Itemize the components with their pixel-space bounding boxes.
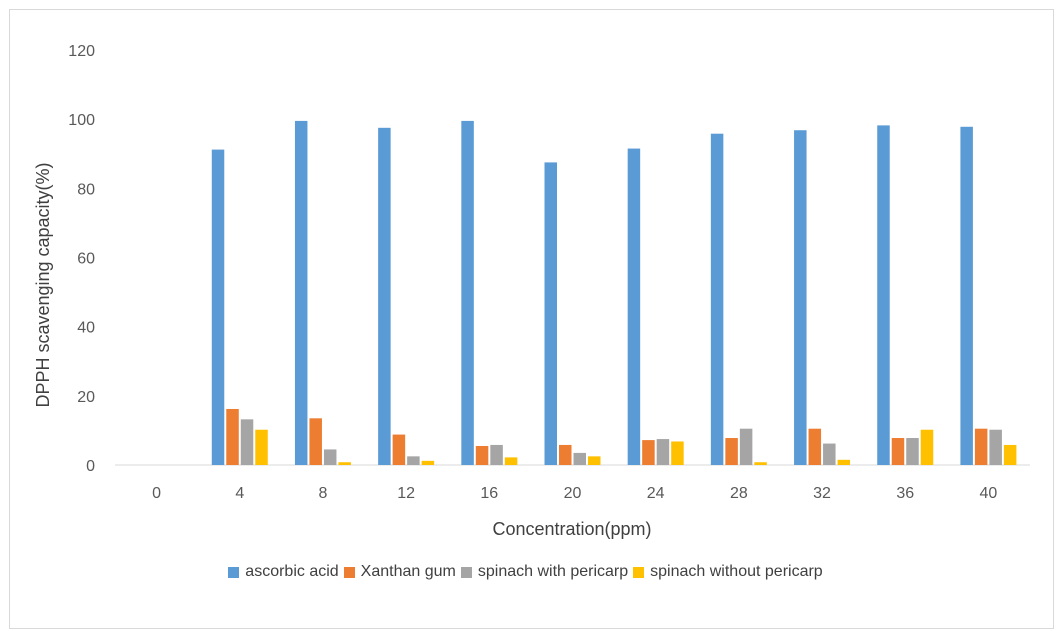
bar: [211, 149, 225, 465]
y-tick-label: 0: [86, 458, 95, 475]
y-tick-label: 40: [77, 320, 95, 337]
bar: [794, 130, 807, 466]
bar: [407, 456, 420, 465]
bar: [837, 459, 851, 465]
legend-swatch: [633, 566, 645, 578]
y-tick-label: 80: [77, 181, 95, 198]
bar: [671, 441, 684, 465]
x-tick-label: 16: [480, 485, 498, 502]
bar: [323, 449, 337, 465]
legend-item: spinach without pericarp: [633, 563, 823, 581]
bars: [211, 120, 1017, 466]
legend-label: spinach with pericarp: [477, 563, 629, 580]
legend-swatch: [343, 566, 355, 578]
bar: [573, 452, 586, 465]
bar: [906, 438, 919, 465]
y-axis-ticks: 0 20 40 60 80 100 120: [68, 43, 95, 475]
bar: [294, 120, 308, 466]
legend-swatch: [228, 566, 240, 578]
x-axis-title: Concentration(ppm): [492, 519, 651, 539]
bar: [240, 419, 254, 465]
bar: [378, 127, 391, 465]
bar: [255, 429, 268, 465]
bar: [504, 457, 518, 465]
legend-item: spinach with pericarp: [460, 563, 629, 581]
bar: [338, 462, 351, 465]
bar: [656, 439, 670, 465]
bar: [739, 428, 753, 465]
bar: [490, 444, 503, 465]
bar: [588, 456, 601, 465]
legend-label: spinach without pericarp: [650, 563, 823, 580]
y-axis-title: DPPH scavenging capacity(%): [33, 162, 53, 407]
bar: [392, 434, 406, 465]
x-tick-label: 36: [896, 485, 914, 502]
bar: [309, 418, 322, 465]
bar: [421, 460, 435, 465]
x-tick-label: 8: [319, 485, 328, 502]
x-tick-label: 24: [647, 485, 665, 502]
y-tick-label: 120: [68, 43, 95, 60]
y-tick-label: 100: [68, 112, 95, 129]
bar: [544, 162, 557, 465]
bar: [559, 444, 572, 465]
bar: [475, 445, 489, 465]
bar: [808, 428, 822, 465]
x-tick-label: 40: [980, 485, 998, 502]
y-tick-label: 20: [77, 389, 95, 406]
legend-swatch: [460, 566, 472, 578]
x-axis-ticks: 0 4 8 12 16 20 24 28 32 36 40: [152, 485, 997, 502]
bar: [877, 125, 890, 465]
y-tick-label: 60: [77, 251, 95, 268]
legend: ascorbic acid Xanthan gum spinach with per…: [0, 563, 1056, 581]
bar: [627, 148, 641, 465]
bar: [989, 429, 1002, 465]
bar: [754, 462, 767, 465]
legend-label: ascorbic acid: [245, 563, 339, 580]
bar: [920, 429, 934, 465]
bar: [226, 408, 239, 465]
legend-item: ascorbic acid: [228, 563, 339, 581]
bar: [823, 443, 836, 465]
bar: [891, 438, 905, 465]
bar: [710, 133, 724, 465]
bar: [1003, 444, 1017, 465]
x-tick-label: 20: [564, 485, 582, 502]
x-tick-label: 4: [235, 485, 244, 502]
bar: [960, 126, 973, 465]
x-tick-label: 12: [397, 485, 415, 502]
x-tick-label: 32: [813, 485, 831, 502]
x-tick-label: 0: [152, 485, 161, 502]
bar: [642, 440, 655, 465]
x-tick-label: 28: [730, 485, 748, 502]
bar: [974, 428, 988, 465]
legend-item: Xanthan gum: [343, 563, 456, 581]
bar: [461, 120, 474, 466]
legend-label: Xanthan gum: [360, 563, 456, 580]
bar: [725, 438, 738, 465]
